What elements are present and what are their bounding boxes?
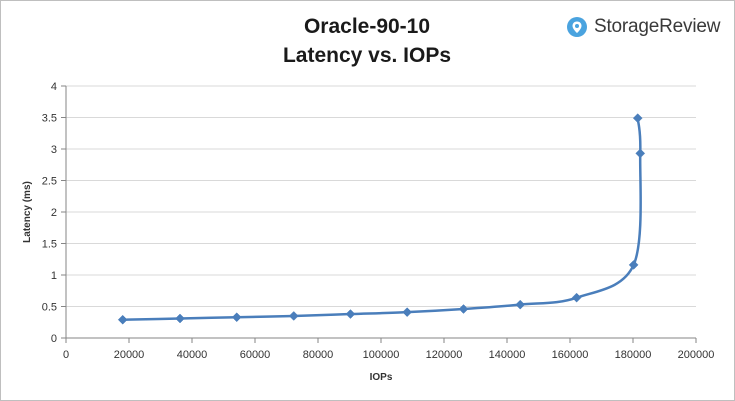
- y-axis-title: Latency (ms): [22, 181, 33, 243]
- data-point-marker: [288, 311, 299, 321]
- x-tick-label: 140000: [489, 349, 526, 361]
- x-tick-label: 20000: [114, 349, 145, 361]
- data-point-marker: [231, 312, 242, 323]
- data-point-marker: [632, 113, 643, 123]
- y-tick-label: 1.5: [42, 239, 57, 251]
- y-tick-label: 2: [51, 207, 57, 219]
- gridlines: [66, 85, 696, 307]
- x-tick-label: 120000: [426, 349, 463, 361]
- data-point-marker: [458, 304, 469, 314]
- y-tick-label: 2.5: [42, 176, 57, 188]
- storagereview-logo: StorageReview: [566, 13, 720, 41]
- x-tick-label: 80000: [303, 349, 334, 361]
- y-tick-label: 1: [51, 270, 57, 282]
- data-point-marker: [175, 313, 185, 324]
- storagereview-logo-icon: [567, 17, 587, 37]
- x-tick-label: 60000: [240, 349, 271, 361]
- chart-subtitle: Latency vs. IOPs: [282, 44, 452, 67]
- chart-title: Oracle-90-10: [303, 15, 431, 38]
- series-line: [122, 118, 642, 321]
- data-point-marker: [571, 292, 582, 303]
- x-tick-label: 100000: [363, 349, 400, 361]
- x-tick-label: 180000: [615, 349, 652, 361]
- data-point-marker: [515, 299, 526, 310]
- y-tick-label: 3.5: [42, 113, 57, 125]
- y-axis-ticks: 0 0.5 1 1.5 2 2.5 3 3.5 4: [42, 81, 66, 345]
- x-tick-label: 0: [63, 349, 69, 361]
- series-markers: [117, 113, 646, 325]
- data-point-marker: [402, 307, 412, 318]
- x-tick-label: 40000: [177, 349, 208, 361]
- y-tick-label: 0.5: [42, 302, 57, 314]
- x-axis-ticks: 0 20000 40000 60000 80000 100000 120000 140000 1…: [63, 338, 714, 361]
- x-axis-title: IOPs: [370, 372, 393, 383]
- x-tick-label: 200000: [678, 349, 715, 361]
- y-tick-label: 4: [51, 81, 57, 93]
- data-point-marker: [345, 309, 356, 319]
- data-point-marker: [628, 260, 639, 270]
- y-tick-label: 3: [51, 144, 57, 156]
- data-point-marker: [635, 148, 646, 159]
- data-point-marker: [117, 314, 128, 325]
- logo-text: StorageReview: [594, 16, 721, 37]
- y-tick-label: 0: [51, 333, 57, 345]
- x-tick-label: 160000: [552, 349, 589, 361]
